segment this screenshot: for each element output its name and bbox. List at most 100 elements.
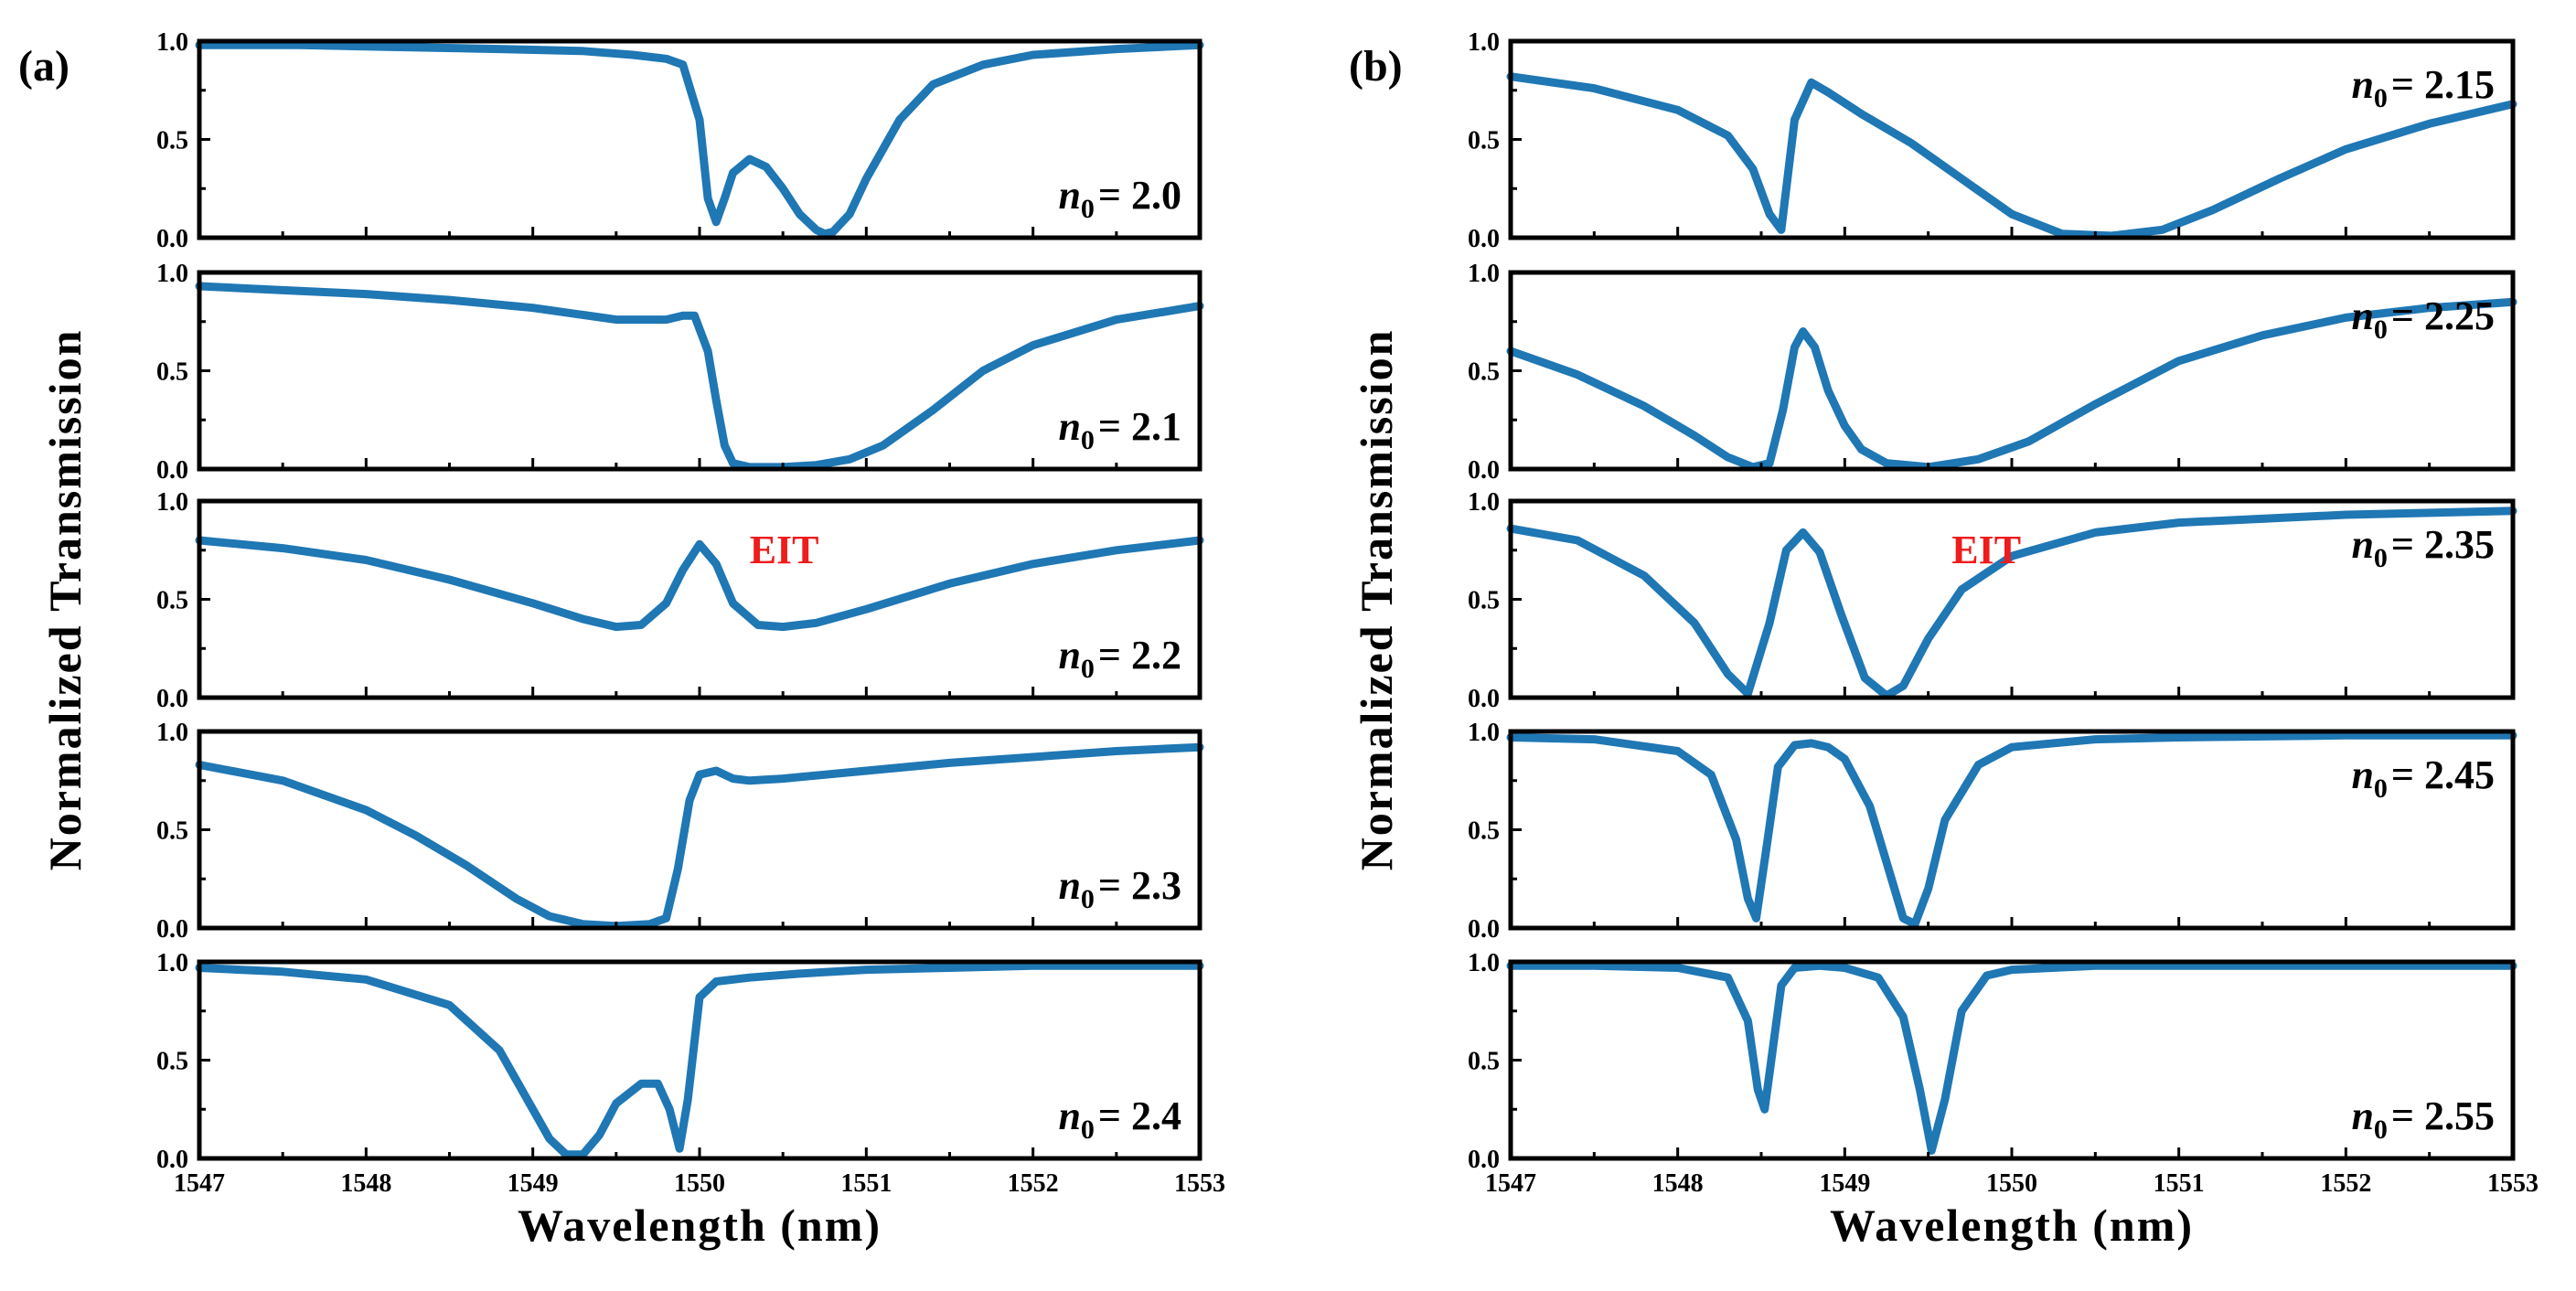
x-axis-title: Wavelength (nm) (1830, 1200, 2194, 1251)
x-tick-label: 1548 (340, 1169, 391, 1198)
n0-symbol: n (1058, 404, 1080, 449)
n0-symbol: n (2351, 293, 2373, 338)
y-tick-label: 0.0 (1468, 685, 1500, 713)
n0-value: = 2.1 (1098, 404, 1181, 449)
subplot-3: 0.0 0.5 1.0 n0= 2.45 (1468, 719, 2517, 944)
series-line (1506, 507, 2517, 700)
y-tick-label: 1.0 (1468, 28, 1500, 57)
n0-subscript: 0 (1081, 654, 1095, 684)
series-line (195, 961, 1204, 1159)
y-tick-label: 1.0 (156, 260, 188, 288)
plot-frame (197, 270, 1202, 472)
series-line (1506, 961, 2517, 1155)
series-line (195, 282, 1204, 472)
n0-subscript: 0 (2374, 315, 2388, 345)
x-axis-title: Wavelength (nm) (518, 1200, 882, 1251)
y-tick-label: 0.5 (156, 817, 188, 846)
eit-annotation: EIT (750, 528, 819, 572)
x-tick-label: 1553 (2487, 1169, 2539, 1198)
y-tick-label: 0.0 (1468, 225, 1500, 253)
n0-subscript: 0 (2374, 774, 2388, 804)
n0-subscript: 0 (1081, 194, 1095, 224)
n0-value: = 2.0 (1098, 173, 1181, 218)
n0-value: = 2.15 (2391, 62, 2495, 107)
panel-label: (a) (18, 42, 69, 91)
y-axis-title: Normalized Transmission (1351, 329, 1402, 871)
n0-value: = 2.4 (1098, 1094, 1181, 1138)
y-tick-label: 0.5 (156, 587, 188, 615)
series-line (195, 536, 1204, 632)
subplot-0: 0.0 0.5 1.0 n0= 2.15 (1468, 28, 2517, 253)
y-tick-label: 1.0 (1468, 260, 1500, 288)
x-tick-label: 1552 (2320, 1169, 2371, 1198)
n0-label: n0= 2.3 (1058, 863, 1181, 914)
n0-label: n0= 2.4 (1058, 1094, 1181, 1145)
x-tick-label: 1552 (1008, 1169, 1059, 1198)
y-tick-label: 0.5 (1468, 358, 1500, 387)
x-tick-label: 1548 (1652, 1169, 1704, 1198)
series-line (1506, 297, 2517, 472)
y-axis-title: Normalized Transmission (39, 329, 91, 871)
plot-frame (197, 498, 1202, 700)
x-tick-label: 1549 (508, 1169, 559, 1198)
n0-subscript: 0 (1081, 884, 1095, 914)
n0-label: n0= 2.1 (1058, 404, 1181, 455)
x-tick-label: 1550 (674, 1169, 725, 1198)
eit-annotation: EIT (1951, 528, 2021, 572)
y-tick-label: 1.0 (156, 719, 188, 747)
y-tick-label: 0.5 (1468, 1048, 1500, 1076)
y-tick-label: 0.0 (156, 1146, 188, 1174)
y-tick-label: 1.0 (1468, 719, 1500, 747)
subplot-2: 0.0 0.5 1.0 n0= 2.2 EIT (156, 488, 1204, 713)
plot-frame (197, 729, 1202, 931)
subplot-0: 0.0 0.5 1.0 n0= 2.0 (156, 28, 1204, 253)
y-tick-label: 0.0 (156, 225, 188, 253)
n0-symbol: n (2351, 62, 2373, 107)
y-tick-label: 0.5 (156, 358, 188, 387)
n0-symbol: n (1058, 173, 1080, 218)
n0-label: n0= 2.15 (2351, 62, 2495, 113)
n0-symbol: n (1058, 1094, 1080, 1138)
n0-value: = 2.25 (2391, 293, 2495, 338)
y-tick-label: 0.0 (1468, 456, 1500, 485)
y-tick-label: 0.0 (1468, 1146, 1500, 1174)
n0-value: = 2.2 (1098, 633, 1181, 678)
n0-label: n0= 2.0 (1058, 173, 1181, 224)
series-line (195, 40, 1204, 239)
n0-symbol: n (1058, 863, 1080, 908)
n0-value: = 2.35 (2391, 522, 2495, 567)
subplot-1: 0.0 0.5 1.0 n0= 2.25 (1468, 260, 2517, 485)
subplot-4: 0.0 0.5 1.0 n0= 2.4 1547 1548 1549 1550 1551 1552… (156, 949, 1225, 1251)
subplot-3: 0.0 0.5 1.0 n0= 2.3 (156, 719, 1204, 944)
series-line (1506, 731, 2517, 929)
n0-subscript: 0 (2374, 1115, 2388, 1145)
subplot-1: 0.0 0.5 1.0 n0= 2.1 (156, 260, 1204, 485)
y-tick-label: 0.0 (156, 915, 188, 944)
plot-frame (197, 959, 1202, 1161)
y-tick-label: 0.5 (1468, 587, 1500, 615)
series-line (1506, 72, 2517, 240)
n0-subscript: 0 (2374, 83, 2388, 113)
n0-value: = 2.3 (1098, 863, 1181, 908)
x-tick-label: 1547 (1485, 1169, 1536, 1198)
panel-label: (b) (1349, 42, 1403, 91)
y-tick-label: 0.5 (156, 1048, 188, 1076)
x-tick-label: 1549 (1819, 1169, 1870, 1198)
n0-label: n0= 2.25 (2351, 293, 2495, 345)
x-tick-label: 1553 (1174, 1169, 1225, 1198)
y-tick-label: 1.0 (156, 28, 188, 57)
y-tick-label: 1.0 (156, 949, 188, 977)
y-tick-label: 0.0 (1468, 915, 1500, 944)
n0-value: = 2.55 (2391, 1094, 2495, 1138)
n0-subscript: 0 (1081, 425, 1095, 455)
y-tick-label: 0.0 (156, 456, 188, 485)
series-line (195, 742, 1204, 931)
n0-symbol: n (2351, 1094, 2373, 1138)
y-tick-label: 1.0 (1468, 949, 1500, 977)
x-tick-label: 1551 (2154, 1169, 2205, 1198)
n0-symbol: n (1058, 633, 1080, 678)
y-tick-label: 0.5 (1468, 817, 1500, 846)
